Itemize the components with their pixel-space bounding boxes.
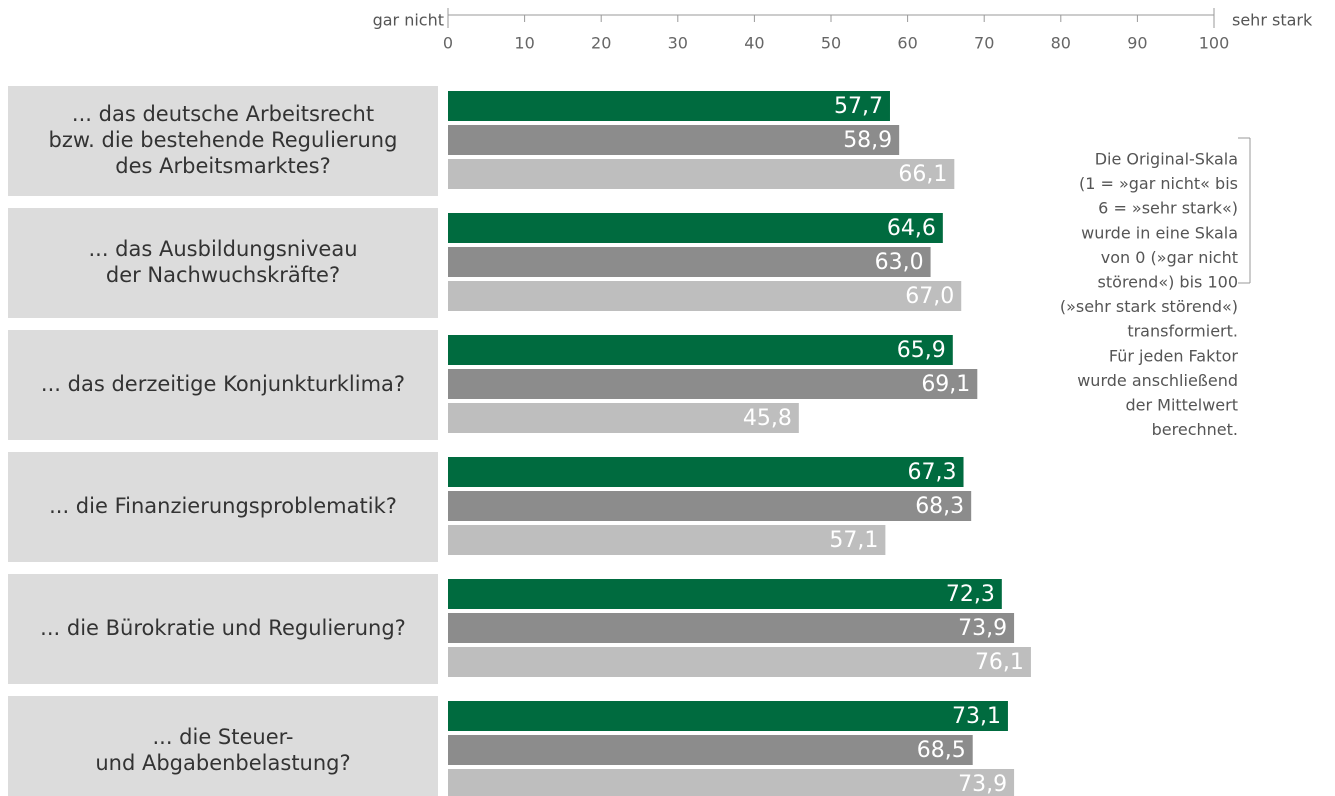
bar bbox=[448, 403, 799, 433]
bar bbox=[448, 457, 964, 487]
x-tick-label: 70 bbox=[974, 34, 994, 53]
value-label: 57,1 bbox=[829, 528, 878, 553]
x-tick-label: 30 bbox=[668, 34, 688, 53]
note-text: störend«) bis 100 bbox=[1098, 273, 1238, 292]
bar bbox=[448, 735, 973, 765]
value-label: 67,0 bbox=[905, 284, 954, 309]
category-box bbox=[8, 208, 438, 318]
category-label: ... die Steuer- bbox=[152, 725, 293, 749]
axis-max-label: sehr stark bbox=[1232, 11, 1313, 30]
bar bbox=[448, 335, 953, 365]
bar bbox=[448, 579, 1002, 609]
x-tick-label: 90 bbox=[1127, 34, 1147, 53]
bar bbox=[448, 91, 890, 121]
category-label: ... das deutsche Arbeitsrecht bbox=[72, 102, 374, 126]
category-box bbox=[8, 452, 438, 562]
bar bbox=[448, 701, 1008, 731]
category-label: ... die Bürokratie und Regulierung? bbox=[40, 616, 406, 640]
category-label: ... die Finanzierungsproblematik? bbox=[49, 494, 397, 518]
category-label: ... das Ausbildungsniveau bbox=[88, 237, 357, 261]
x-tick-label: 60 bbox=[897, 34, 917, 53]
value-label: 73,9 bbox=[958, 772, 1007, 796]
value-label: 58,9 bbox=[843, 128, 892, 153]
note-text: der Mittelwert bbox=[1125, 396, 1238, 415]
category-box bbox=[8, 86, 438, 196]
note-text: Die Original-Skala bbox=[1095, 150, 1238, 169]
x-tick-label: 100 bbox=[1199, 34, 1230, 53]
value-label: 64,6 bbox=[887, 216, 936, 241]
value-label: 57,7 bbox=[834, 94, 883, 119]
category-label: des Arbeitsmarktes? bbox=[115, 154, 331, 178]
category-label: bzw. die bestehende Regulierung bbox=[49, 128, 398, 152]
value-label: 68,5 bbox=[917, 738, 966, 763]
value-label: 73,9 bbox=[958, 616, 1007, 641]
value-label: 76,1 bbox=[975, 650, 1024, 675]
bar bbox=[448, 647, 1031, 677]
category-label: ... das derzeitige Konjunkturklima? bbox=[41, 372, 405, 396]
note-text: 6 = »sehr stark«) bbox=[1098, 199, 1238, 218]
note-text: (»sehr stark störend«) bbox=[1060, 297, 1238, 316]
value-label: 63,0 bbox=[875, 250, 924, 275]
note-text: wurde in eine Skala bbox=[1081, 223, 1238, 242]
note-text: wurde anschließend bbox=[1077, 371, 1238, 390]
bar bbox=[448, 491, 972, 521]
note-text: berechnet. bbox=[1152, 420, 1238, 439]
category-label: der Nachwuchskräfte? bbox=[106, 263, 340, 287]
value-label: 65,9 bbox=[897, 338, 946, 363]
note-text: transformiert. bbox=[1127, 322, 1238, 341]
x-tick-label: 80 bbox=[1051, 34, 1071, 53]
category-box bbox=[8, 330, 438, 440]
bar bbox=[448, 769, 1015, 796]
value-label: 72,3 bbox=[946, 582, 995, 607]
x-tick-label: 40 bbox=[744, 34, 764, 53]
axis-min-label: gar nicht bbox=[373, 11, 444, 30]
bar bbox=[448, 369, 978, 399]
x-tick-label: 50 bbox=[821, 34, 841, 53]
note-text: (1 = »gar nicht« bis bbox=[1079, 174, 1238, 193]
x-tick-label: 10 bbox=[514, 34, 534, 53]
bar bbox=[448, 247, 931, 277]
value-label: 67,3 bbox=[908, 460, 957, 485]
bar bbox=[448, 159, 955, 189]
value-label: 66,1 bbox=[898, 162, 947, 187]
value-label: 45,8 bbox=[743, 406, 792, 431]
bar bbox=[448, 125, 900, 155]
category-box bbox=[8, 574, 438, 684]
note-text: Für jeden Faktor bbox=[1109, 346, 1239, 365]
bar bbox=[448, 213, 943, 243]
bar bbox=[448, 281, 962, 311]
value-label: 68,3 bbox=[915, 494, 964, 519]
bar bbox=[448, 613, 1015, 643]
category-box bbox=[8, 696, 438, 796]
category-label: und Abgabenbelastung? bbox=[95, 751, 350, 775]
value-label: 73,1 bbox=[952, 704, 1001, 729]
bar bbox=[448, 525, 886, 555]
value-label: 69,1 bbox=[921, 372, 970, 397]
note-text: von 0 (»gar nicht bbox=[1101, 248, 1238, 267]
x-tick-label: 20 bbox=[591, 34, 611, 53]
x-tick-label: 0 bbox=[443, 34, 453, 53]
